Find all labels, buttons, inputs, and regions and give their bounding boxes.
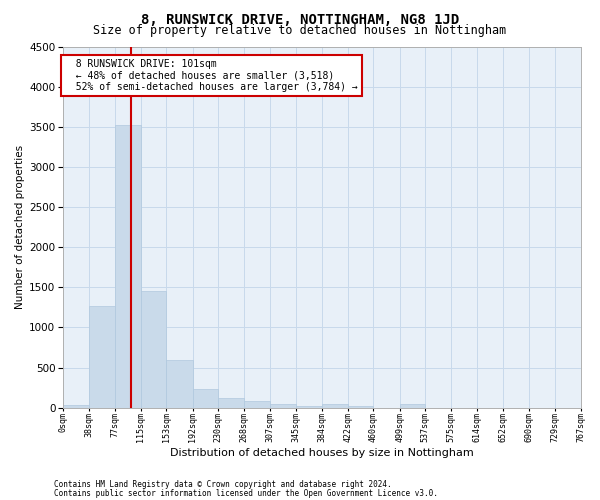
- Text: Contains HM Land Registry data © Crown copyright and database right 2024.: Contains HM Land Registry data © Crown c…: [54, 480, 392, 489]
- Text: 8 RUNSWICK DRIVE: 101sqm
  ← 48% of detached houses are smaller (3,518)
  52% of: 8 RUNSWICK DRIVE: 101sqm ← 48% of detach…: [64, 58, 358, 92]
- Bar: [140, 290, 166, 408]
- Bar: [193, 390, 218, 408]
- Text: 8, RUNSWICK DRIVE, NOTTINGHAM, NG8 1JD: 8, RUNSWICK DRIVE, NOTTINGHAM, NG8 1JD: [141, 12, 459, 26]
- Bar: [270, 404, 296, 408]
- X-axis label: Distribution of detached houses by size in Nottingham: Distribution of detached houses by size …: [170, 448, 473, 458]
- Text: Size of property relative to detached houses in Nottingham: Size of property relative to detached ho…: [94, 24, 506, 37]
- Y-axis label: Number of detached properties: Number of detached properties: [15, 145, 25, 309]
- Bar: [218, 398, 244, 408]
- Text: Contains public sector information licensed under the Open Government Licence v3: Contains public sector information licen…: [54, 488, 438, 498]
- Bar: [348, 406, 373, 408]
- Bar: [322, 404, 348, 408]
- Bar: [244, 400, 270, 408]
- Bar: [89, 306, 115, 408]
- Bar: [115, 126, 140, 408]
- Bar: [63, 404, 89, 408]
- Bar: [296, 406, 322, 408]
- Bar: [166, 360, 193, 408]
- Bar: [400, 404, 425, 408]
